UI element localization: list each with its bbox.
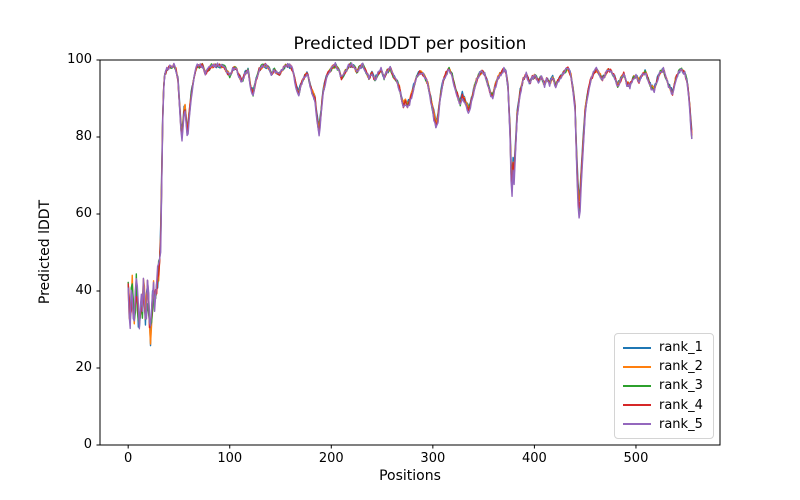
x-axis-label: Positions bbox=[379, 468, 441, 484]
legend-line-swatch bbox=[623, 346, 651, 349]
x-tick-label: 300 bbox=[420, 451, 446, 466]
x-tick-label: 100 bbox=[217, 451, 243, 466]
x-tick-label: 500 bbox=[623, 451, 649, 466]
y-tick-label: 40 bbox=[75, 283, 92, 298]
series-line-rank_1 bbox=[127, 63, 693, 347]
legend-box: rank_1 rank_2 rank_3 rank_4 rank_5 bbox=[614, 333, 714, 439]
axis-tick-marks bbox=[96, 59, 637, 449]
x-tick-label: 0 bbox=[124, 451, 133, 466]
legend-entry-rank_4: rank_4 bbox=[623, 398, 705, 413]
legend-line-swatch bbox=[623, 423, 651, 426]
legend-line-swatch bbox=[623, 404, 651, 407]
legend-label: rank_4 bbox=[659, 397, 703, 413]
legend-label: rank_3 bbox=[659, 378, 703, 394]
legend-label: rank_1 bbox=[659, 340, 703, 356]
legend-entry-rank_1: rank_1 bbox=[623, 340, 705, 355]
y-axis-label: Predicted lDDT bbox=[37, 199, 53, 305]
legend-entry-rank_2: rank_2 bbox=[623, 359, 705, 374]
y-tick-label: 20 bbox=[75, 360, 92, 375]
series-line-rank_5 bbox=[127, 61, 693, 330]
legend-label: rank_5 bbox=[659, 416, 703, 432]
y-tick-label: 0 bbox=[83, 437, 92, 452]
legend-line-swatch bbox=[623, 384, 651, 387]
legend-label: rank_2 bbox=[659, 359, 703, 375]
legend-line-swatch bbox=[623, 365, 651, 368]
y-tick-label: 100 bbox=[67, 52, 92, 67]
legend-entry-rank_3: rank_3 bbox=[623, 378, 705, 393]
axes-spines bbox=[99, 59, 721, 446]
y-tick-label: 80 bbox=[75, 129, 92, 144]
chart-title: Predicted lDDT per position bbox=[293, 34, 527, 54]
legend-entry-rank_5: rank_5 bbox=[623, 417, 705, 432]
x-tick-label: 200 bbox=[318, 451, 344, 466]
x-tick-label: 400 bbox=[521, 451, 547, 466]
line-series-group bbox=[127, 61, 693, 347]
y-tick-label: 60 bbox=[75, 206, 92, 221]
